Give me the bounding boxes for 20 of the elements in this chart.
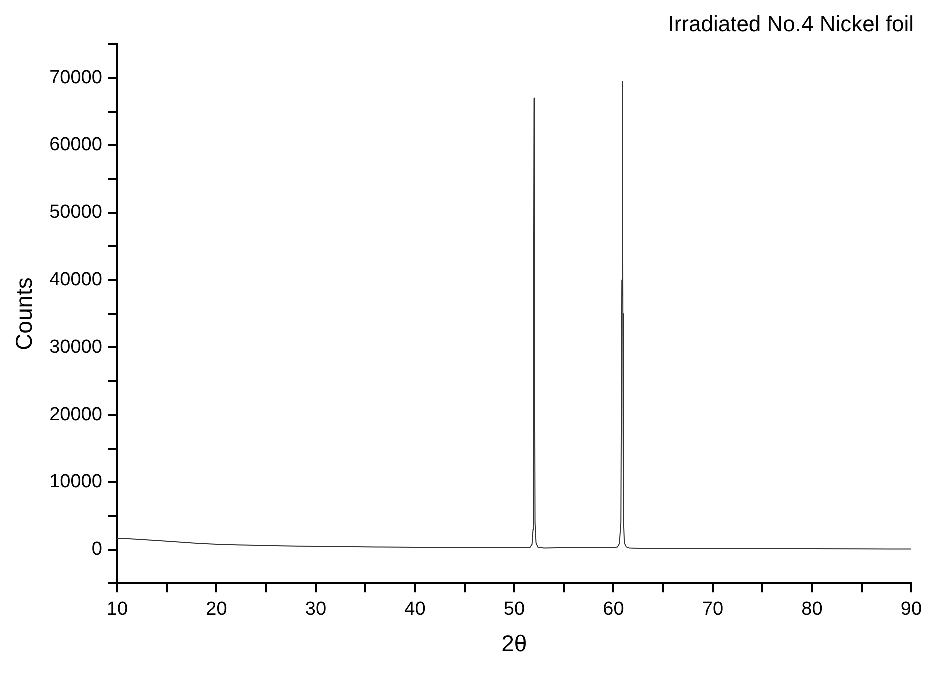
y-tick-label: 0 <box>92 539 102 560</box>
x-tick-label: 10 <box>106 599 128 620</box>
x-tick-label: 30 <box>305 599 327 620</box>
y-tick-label: 40000 <box>50 270 102 291</box>
y-tick-label: 60000 <box>50 134 102 156</box>
x-tick-label: 50 <box>504 599 526 620</box>
x-tick-label: 80 <box>802 599 823 620</box>
chart-title: Irradiated No.4 Nickel foil <box>668 11 914 36</box>
y-tick-label: 20000 <box>50 404 102 426</box>
x-tick-label: 60 <box>603 599 624 620</box>
x-tick-label: 20 <box>206 599 228 620</box>
x-tick-label: 90 <box>900 599 922 620</box>
y-tick-label: 10000 <box>50 472 102 493</box>
y-tick-label: 70000 <box>50 67 102 88</box>
y-tick-label: 50000 <box>50 202 102 224</box>
y-axis-title: Counts <box>11 278 38 350</box>
y-tick-label: 30000 <box>50 336 102 358</box>
x-tick-label: 70 <box>702 599 724 620</box>
x-axis-title: 2θ <box>502 630 528 657</box>
x-tick-label: 40 <box>404 599 426 620</box>
